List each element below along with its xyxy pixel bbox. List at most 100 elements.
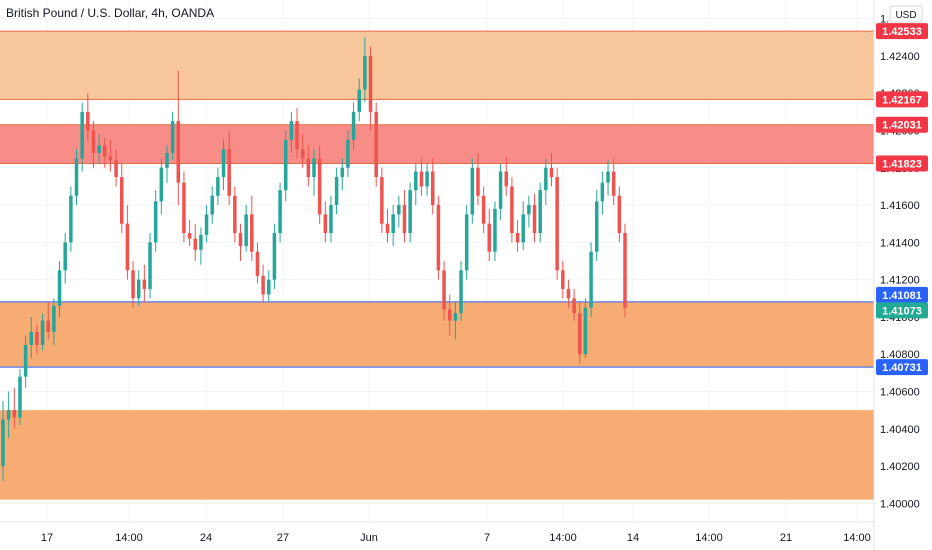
candle[interactable] [91, 121, 96, 168]
candle[interactable] [216, 167, 220, 206]
candle[interactable] [504, 156, 509, 196]
candle[interactable] [289, 111, 294, 153]
price-zone-light[interactable] [0, 31, 874, 100]
price-badge[interactable]: 1.41081 [876, 286, 928, 303]
candle[interactable] [510, 177, 514, 243]
candle[interactable] [623, 223, 627, 317]
candle[interactable] [425, 164, 429, 196]
candle[interactable] [414, 164, 418, 206]
candle[interactable] [131, 261, 135, 308]
candle[interactable] [272, 223, 277, 289]
candle[interactable] [312, 149, 316, 196]
candle[interactable] [572, 288, 576, 321]
candle[interactable] [74, 149, 79, 206]
candle[interactable] [80, 102, 84, 172]
candle[interactable] [611, 158, 616, 206]
candle[interactable] [170, 111, 175, 161]
price-zone-red[interactable] [0, 124, 874, 164]
candle[interactable] [600, 171, 605, 215]
candle[interactable] [23, 335, 28, 388]
candle[interactable] [408, 182, 412, 243]
candle[interactable] [357, 78, 361, 122]
candle[interactable] [340, 158, 345, 191]
candle[interactable] [233, 186, 237, 243]
candle[interactable] [12, 387, 17, 429]
candle[interactable] [515, 219, 520, 252]
candle[interactable] [561, 261, 565, 299]
candle[interactable] [487, 208, 492, 261]
candle[interactable] [402, 190, 407, 243]
candle[interactable] [187, 219, 192, 247]
candle[interactable] [97, 134, 101, 165]
price-zone-orange[interactable] [0, 410, 874, 500]
price-badge[interactable]: 1.40731 [876, 359, 928, 376]
candle[interactable] [6, 391, 11, 439]
candle[interactable] [436, 195, 441, 280]
price-zone-orange[interactable] [0, 301, 874, 368]
candle[interactable] [125, 205, 130, 280]
candle[interactable] [1, 400, 5, 481]
candle[interactable] [35, 324, 39, 355]
candle[interactable] [69, 186, 73, 252]
candle[interactable] [283, 130, 288, 202]
candle[interactable] [300, 134, 305, 168]
candle[interactable] [334, 167, 339, 215]
candle[interactable] [18, 369, 22, 426]
candle[interactable] [153, 190, 158, 252]
candle[interactable] [255, 242, 260, 284]
candle[interactable] [57, 261, 62, 317]
candle[interactable] [176, 70, 181, 206]
candle[interactable] [329, 195, 333, 243]
price-badge[interactable]: 1.42533 [876, 23, 928, 40]
candle[interactable] [306, 145, 311, 187]
candle[interactable] [103, 137, 107, 168]
currency-button[interactable] [889, 5, 923, 23]
candle[interactable] [521, 201, 525, 250]
candle[interactable] [46, 302, 50, 340]
candle[interactable] [447, 294, 452, 336]
candle[interactable] [566, 279, 571, 308]
price-badge[interactable]: 1.41073 [876, 302, 928, 319]
candle[interactable] [374, 102, 378, 187]
price-badge[interactable]: 1.41823 [876, 155, 928, 172]
candle[interactable] [63, 233, 67, 284]
candle[interactable] [210, 186, 214, 224]
candle[interactable] [368, 46, 373, 131]
candle[interactable] [238, 223, 243, 261]
candle[interactable] [108, 139, 113, 172]
candle[interactable] [278, 182, 282, 243]
candle[interactable] [391, 205, 395, 247]
candle[interactable] [244, 205, 248, 252]
candle[interactable] [419, 158, 424, 196]
candle[interactable] [199, 227, 203, 265]
candle[interactable] [549, 152, 554, 187]
x-axis[interactable]: 17 14:00 24 27 Jun 7 14:00 14 14:00 21 14:00 [41, 532, 871, 544]
candle[interactable] [555, 167, 559, 280]
candle[interactable] [323, 201, 328, 243]
candle[interactable] [380, 167, 384, 234]
candle[interactable] [532, 193, 537, 243]
candle[interactable] [430, 158, 435, 215]
candle[interactable] [459, 261, 463, 321]
candle[interactable] [606, 160, 610, 196]
candle[interactable] [159, 158, 164, 215]
candle[interactable] [346, 130, 350, 178]
candle[interactable] [544, 158, 548, 206]
candle[interactable] [40, 313, 45, 351]
candle[interactable] [594, 190, 599, 261]
candle[interactable] [464, 205, 469, 280]
candle[interactable] [385, 208, 390, 243]
candle[interactable] [583, 298, 588, 358]
candle[interactable] [493, 201, 497, 261]
candle[interactable] [86, 93, 90, 140]
candle[interactable] [250, 195, 254, 261]
candle[interactable] [317, 145, 322, 224]
candle[interactable] [538, 182, 542, 243]
candle[interactable] [165, 145, 169, 183]
candle[interactable] [470, 158, 475, 224]
candle[interactable] [136, 270, 141, 306]
candle[interactable] [578, 302, 582, 364]
candle[interactable] [351, 102, 356, 150]
candle[interactable] [617, 186, 622, 243]
